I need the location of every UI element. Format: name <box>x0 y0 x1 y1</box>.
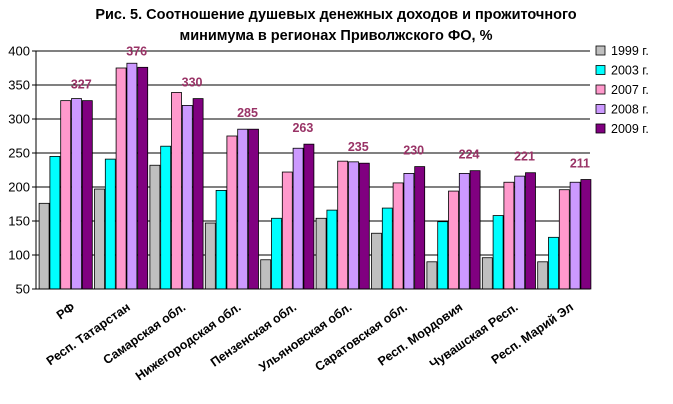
bar-1-2 <box>94 188 105 290</box>
data-label: 376 <box>126 44 147 58</box>
bar-4-7 <box>403 172 415 290</box>
bar-1-4 <box>204 222 216 290</box>
bar-4-3 <box>181 105 193 290</box>
bar-1-6 <box>315 217 327 290</box>
bar-5-4 <box>248 128 259 290</box>
data-label: 230 <box>403 144 424 158</box>
y-tick-label: 300 <box>8 112 30 127</box>
bar-1-10 <box>537 261 549 290</box>
bar-5-2 <box>137 66 149 290</box>
bar-3-8 <box>448 190 459 290</box>
data-label: 235 <box>348 140 369 154</box>
bar-2-7 <box>381 207 393 290</box>
y-axis-ticks: 50 100 150 200 250 300 350 400 <box>8 44 36 297</box>
bar-4-8 <box>458 172 470 290</box>
bar-5-8 <box>469 170 481 290</box>
bar-2-3 <box>160 145 172 290</box>
y-tick-label: 350 <box>8 78 30 93</box>
bar-1-8 <box>426 261 438 290</box>
data-label: 224 <box>459 148 480 162</box>
bar-5-10 <box>580 179 592 290</box>
bar-3-7 <box>392 182 404 290</box>
bar-3-2 <box>115 67 127 290</box>
bars <box>38 62 592 290</box>
y-tick-label: 200 <box>8 180 30 195</box>
legend-swatch <box>595 84 606 95</box>
category-label: Нижегородская обл. <box>133 300 244 383</box>
legend-label: 2009 г. <box>611 122 649 136</box>
bar-2-4 <box>215 189 227 290</box>
legend-label: 2007 г. <box>611 83 649 97</box>
bar-3-3 <box>171 92 182 290</box>
bar-3-6 <box>337 160 349 290</box>
category-label: Саратовская обл. <box>312 300 409 374</box>
legend-label: 2003 г. <box>611 64 649 78</box>
category-label: Ульяновская обл. <box>256 300 354 374</box>
data-label: 221 <box>514 150 535 164</box>
legend: 1999 г. 2003 г. 2007 г. 2008 г. 2009 г. <box>595 44 649 136</box>
bar-2-6 <box>326 209 338 290</box>
bar-1-9 <box>481 257 493 290</box>
y-tick-label: 100 <box>8 248 30 263</box>
chart-title-line-2: минимума в регионах Приволжского ФО, % <box>180 28 493 44</box>
legend-label: 2008 г. <box>611 103 649 117</box>
legend-swatch <box>595 65 606 75</box>
y-tick-label: 250 <box>8 146 30 161</box>
category-label: РФ <box>54 300 78 322</box>
bar-4-9 <box>514 175 526 290</box>
data-labels: 327 376 330 285 263 235 230 224 221 211 <box>71 44 590 170</box>
bar-1-5 <box>260 259 272 290</box>
bar-4-2 <box>126 62 138 290</box>
legend-swatch <box>595 123 606 134</box>
legend-label: 1999 г. <box>611 44 649 58</box>
bar-5-6 <box>358 162 370 290</box>
data-label: 263 <box>292 121 313 135</box>
bar-4-4 <box>237 128 249 290</box>
legend-swatch <box>595 104 606 114</box>
y-tick-label: 50 <box>16 282 30 297</box>
y-tick-label: 150 <box>8 214 30 229</box>
bar-5-3 <box>192 98 204 290</box>
bar-4-10 <box>569 181 581 290</box>
bar-2-1 <box>49 155 61 290</box>
bar-1-1 <box>38 202 50 290</box>
data-label: 327 <box>71 78 92 92</box>
bar-2-5 <box>271 217 282 290</box>
bar-5-5 <box>303 143 315 290</box>
bar-1-7 <box>371 232 382 290</box>
bar-4-1 <box>71 98 82 290</box>
bar-2-10 <box>548 236 559 290</box>
bar-2-2 <box>104 158 116 290</box>
chart-title-line-1: Рис. 5. Соотношение душевых денежных дох… <box>95 7 576 23</box>
y-tick-label: 400 <box>8 44 30 59</box>
bar-5-9 <box>525 172 536 290</box>
bar-3-4 <box>226 135 238 290</box>
bar-3-5 <box>281 171 293 290</box>
bar-3-10 <box>558 189 570 290</box>
data-label: 285 <box>237 106 258 120</box>
bar-4-6 <box>348 161 359 290</box>
data-label: 211 <box>570 157 590 171</box>
bar-2-8 <box>437 221 449 290</box>
bar-5-1 <box>81 100 93 290</box>
data-label: 330 <box>182 76 203 90</box>
bar-4-5 <box>292 147 304 290</box>
bar-5-7 <box>414 166 426 290</box>
bar-1-3 <box>149 164 161 290</box>
axes <box>35 51 590 290</box>
bar-2-9 <box>492 215 504 290</box>
legend-swatch <box>595 45 606 56</box>
bar-3-1 <box>60 100 72 290</box>
bar-3-9 <box>503 181 515 290</box>
